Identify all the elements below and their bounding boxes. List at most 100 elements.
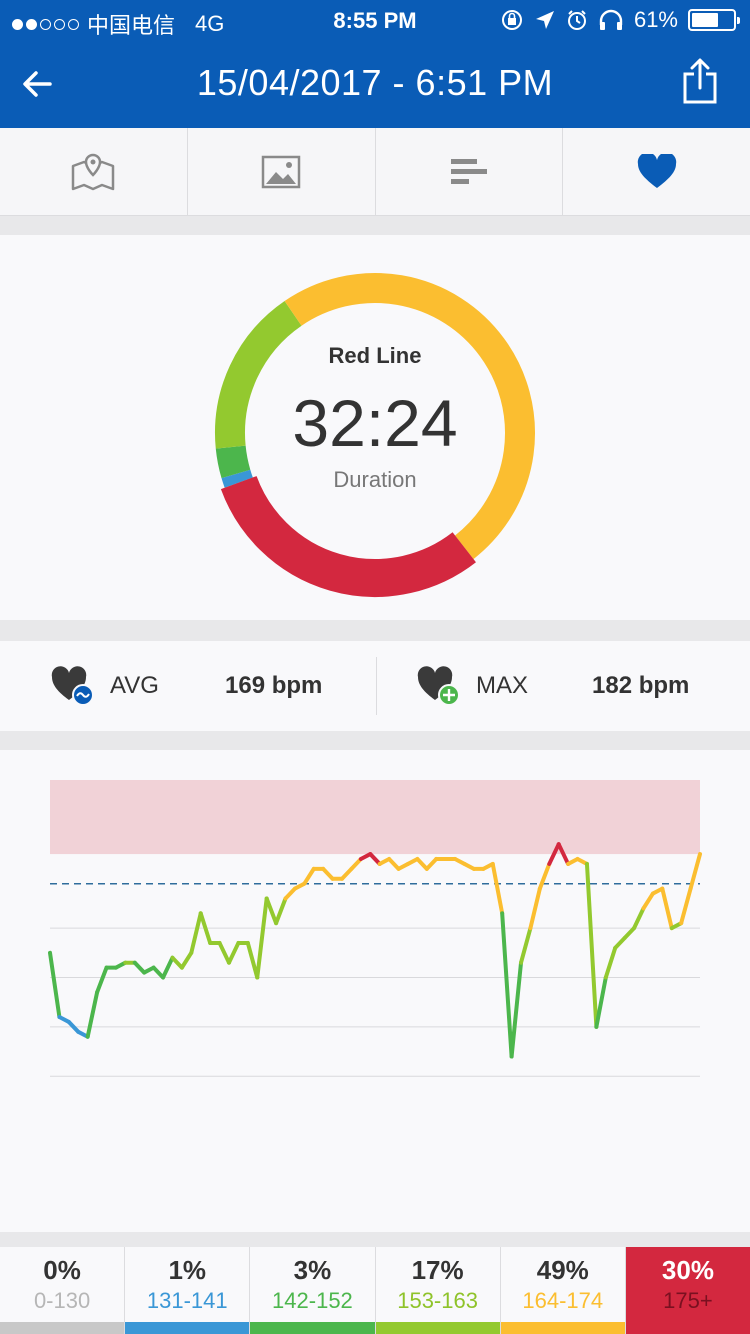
zone-range: 131-141 [146, 1288, 228, 1313]
rotation-lock-icon [501, 10, 522, 30]
heart-rate-chart-card [0, 750, 750, 1232]
avg-label: AVG [110, 672, 159, 699]
zone-percent: 0% [43, 1255, 81, 1285]
heart-icon [637, 153, 676, 188]
page-title: 15/04/2017 - 6:51 PM [196, 62, 554, 103]
zone-color-bar [250, 1322, 375, 1334]
hr-line-segment [632, 906, 646, 931]
carrier-name: 中国电信 [87, 13, 176, 38]
hr-line-segment [509, 960, 524, 1059]
tab-heart-rate[interactable] [563, 128, 750, 215]
ring-segment-142-152 [215, 445, 251, 479]
zone-0-130[interactable]: 0% 0-130 [0, 1247, 126, 1334]
zone-percent: 3% [293, 1255, 332, 1285]
avg-value-wrap: 169 bpm [225, 641, 322, 731]
battery-icon [688, 9, 740, 31]
hr-line-segment [387, 857, 401, 871]
hr-line-segment [556, 842, 571, 866]
zone-142-152[interactable]: 3% 142-152 [250, 1247, 376, 1334]
hr-line-segment [603, 945, 618, 980]
max-stat: MAX [416, 641, 528, 731]
hr-line-segment [264, 896, 279, 926]
hr-line-segment [584, 861, 599, 1029]
hr-line-segment [424, 857, 439, 871]
hr-line-segment [95, 965, 109, 995]
zone-percent: 17% [411, 1255, 464, 1285]
signal-strength-icon [12, 18, 79, 30]
zone-color-bar [125, 1322, 250, 1334]
detail-tabs [0, 128, 750, 216]
hr-line-segment [594, 975, 608, 1029]
zone-131-141[interactable]: 1% 131-141 [125, 1247, 251, 1334]
hr-line-segment [321, 866, 335, 881]
hr-line-segment [198, 911, 213, 945]
hr-line-segment [490, 861, 505, 916]
hr-line-segment [132, 960, 147, 975]
heart-rate-stats: AVG 169 bpm MAX 182 bpm [0, 641, 750, 731]
zone-range: 153-163 [397, 1288, 478, 1313]
tab-map[interactable] [0, 128, 188, 215]
bars-icon [450, 158, 487, 184]
hr-line-segment [66, 1019, 81, 1034]
zone-range: 175+ [663, 1288, 713, 1313]
zone-ring-card: Red Line 32:24 Duration [0, 235, 750, 620]
ring-segment-164-174 [284, 273, 535, 560]
hr-line-segment [245, 940, 260, 980]
zone-percent: 1% [168, 1255, 207, 1285]
zone-ring [215, 273, 535, 597]
hr-line-segment [170, 955, 184, 970]
zone-175+[interactable]: 30% 175+ [625, 1247, 750, 1334]
ring-segment-175+ [220, 475, 476, 597]
tab-laps[interactable] [376, 128, 564, 215]
hr-line-segment [189, 911, 203, 955]
back-arrow-icon[interactable] [18, 62, 62, 106]
status-time: 8:55 PM [333, 8, 417, 33]
ring-segment-153-163 [215, 300, 302, 449]
hr-line-segment [613, 936, 627, 950]
hr-line-segment [349, 857, 363, 871]
tab-photos[interactable] [188, 128, 376, 215]
zone-color-bar [375, 1322, 500, 1334]
hr-line-segment [641, 891, 655, 911]
red-zone-band [50, 780, 700, 855]
network-type: 4G [195, 11, 225, 36]
hr-line-segment [688, 852, 702, 891]
zone-164-174[interactable]: 49% 164-174 [500, 1247, 626, 1334]
zone-color-bar [500, 1322, 625, 1334]
zone-percent: 49% [536, 1255, 589, 1285]
photo-icon [261, 155, 301, 188]
location-icon [535, 11, 554, 29]
status-icons: 61% [500, 7, 740, 33]
max-value-wrap: 182 bpm [592, 641, 689, 731]
zone-color-bar [625, 1322, 750, 1334]
share-icon[interactable] [680, 58, 720, 106]
heart-max-icon [417, 666, 460, 706]
zone-153-163[interactable]: 17% 153-163 [375, 1247, 501, 1334]
map-icon [72, 153, 115, 190]
hr-line-segment [255, 896, 269, 980]
hr-line-segment [415, 857, 429, 871]
status-bar: 中国电信 4G 8:55 PM 61% [0, 0, 750, 40]
zone-range: 0-130 [33, 1288, 91, 1313]
ring-sublabel: Duration [333, 467, 417, 492]
zone-color-bar [0, 1322, 125, 1334]
avg-stat: AVG [50, 641, 159, 731]
max-value: 182 bpm [592, 672, 690, 699]
avg-value: 169 bpm [225, 672, 323, 699]
heart-avg-icon [51, 666, 94, 706]
hr-line-segment [519, 926, 533, 965]
stats-divider [376, 657, 377, 715]
heart-rate-chart [48, 780, 702, 1077]
hr-line-segment [85, 990, 100, 1039]
hr-line-segment [340, 866, 354, 881]
hr-line-segment [500, 911, 514, 1059]
hr-line-segment [368, 852, 382, 866]
hr-line-segment [528, 886, 542, 931]
hr-line-segment [217, 940, 231, 965]
hr-line-segment [179, 950, 194, 970]
max-label: MAX [476, 672, 529, 699]
battery-percent: 61% [633, 7, 678, 32]
hr-line-segment [679, 886, 693, 926]
hr-line-segment [302, 866, 316, 886]
zone-summary: 0% 0-130 1% 131-141 3% 142-152 17% 153-163 49% 16… [0, 1247, 750, 1334]
